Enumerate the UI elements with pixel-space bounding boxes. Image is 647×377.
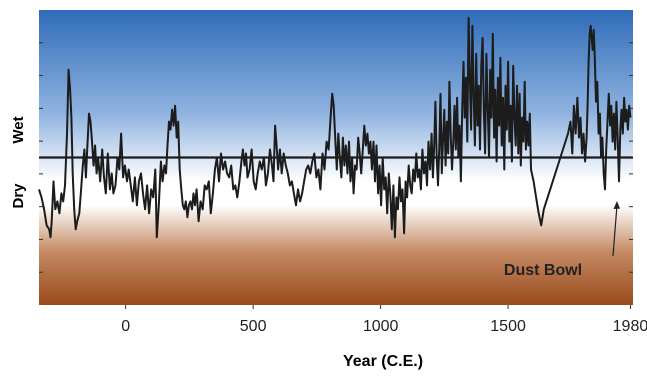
annotation-arrowhead — [613, 201, 620, 209]
series-line — [38, 17, 632, 239]
x-tick-label: 1980 — [613, 318, 647, 335]
x-tick-label: 0 — [121, 318, 130, 335]
annotation-arrow — [612, 204, 618, 257]
x-axis-tick-labels: 0 500 1000 1500 1980 — [121, 305, 647, 335]
label-wet: Wet — [10, 116, 27, 143]
left-tick-marks — [39, 42, 43, 273]
x-tick-label: 500 — [240, 318, 267, 335]
label-dry: Dry — [10, 183, 27, 209]
annotation-dust-bowl: Dust Bowl — [504, 262, 582, 279]
x-tick-label: 1000 — [363, 318, 399, 335]
x-tick-label: 1500 — [490, 318, 526, 335]
x-axis-label: Year (C.E.) — [343, 353, 423, 370]
